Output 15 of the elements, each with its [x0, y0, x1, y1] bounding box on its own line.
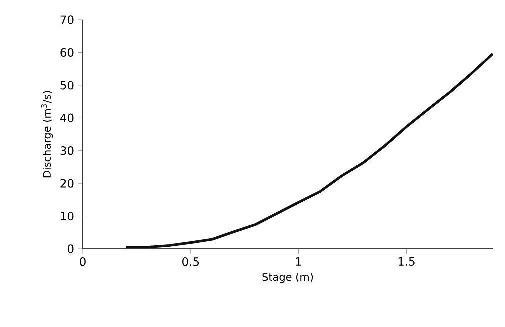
x-tick-label: 1	[296, 258, 302, 266]
y-tick-label: 60	[60, 48, 74, 58]
x-axis-title: Stage (m)	[262, 273, 314, 284]
line-series	[124, 52, 494, 249]
x-tick-label: 0.5	[182, 258, 200, 266]
y-tick-label: 70	[60, 16, 74, 24]
y-tick-label: 30	[60, 146, 74, 156]
y-tick-label: 40	[60, 114, 74, 122]
x-tick-label: 1.5	[398, 258, 415, 266]
y-tick-label: 20	[60, 179, 74, 188]
y-axis-title: Discharge (m$^{3}$/s)	[41, 91, 54, 178]
y-tick-label: 50	[60, 81, 74, 90]
y-tick-label: 10	[61, 212, 74, 221]
x-tick-label: 0	[80, 258, 86, 266]
y-tick-label: 0	[68, 244, 74, 254]
